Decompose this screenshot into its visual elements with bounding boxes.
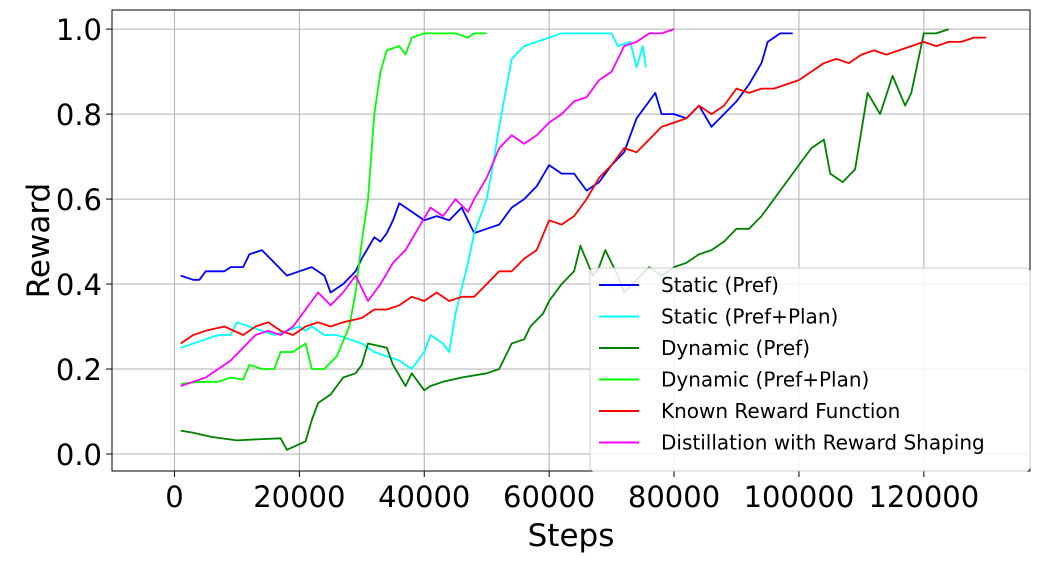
series-line-distillation-with-reward-shaping <box>180 28 675 387</box>
series-line-static-pref <box>180 32 793 294</box>
x-axis-title: Steps <box>528 518 615 554</box>
y-axis-title: Reward <box>21 183 57 298</box>
series-line-dynamic-pref-plan <box>180 32 487 385</box>
legend-label: Static (Pref) <box>661 273 779 297</box>
x-tick-label: 120000 <box>868 480 979 514</box>
x-tick-label: 80000 <box>628 480 720 514</box>
legend-label: Dynamic (Pref) <box>661 336 810 360</box>
x-tick-label: 0 <box>165 480 183 514</box>
y-tick-label: 0.8 <box>56 98 102 132</box>
legend-box <box>589 267 1031 472</box>
x-tick-label: 60000 <box>503 480 595 514</box>
y-tick-label: 0.4 <box>56 268 102 302</box>
y-tick-label: 0.0 <box>56 438 102 472</box>
x-tick-label: 40000 <box>378 480 470 514</box>
x-tick-label: 100000 <box>744 480 855 514</box>
series-line-dynamic-pref <box>180 28 950 451</box>
series-group <box>180 28 987 451</box>
series-line-known-reward-function <box>180 36 987 345</box>
y-tick-label: 1.0 <box>56 13 102 47</box>
legend-label: Static (Pref+Plan) <box>661 305 838 329</box>
axis-ticks: 0 20000 40000 60000 80000 100000 120000 0.0 0.2 0… <box>56 13 979 514</box>
x-tick-label: 20000 <box>253 480 345 514</box>
y-tick-label: 0.6 <box>56 183 102 217</box>
legend-label: Distillation with Reward Shaping <box>661 431 985 455</box>
legend: Static (Pref) Static (Pref+Plan) Dynamic (… <box>589 267 1031 472</box>
legend-label: Dynamic (Pref+Plan) <box>661 368 869 392</box>
plot-frame <box>111 9 1031 472</box>
y-tick-label: 0.2 <box>56 353 102 387</box>
legend-label: Known Reward Function <box>661 399 900 423</box>
